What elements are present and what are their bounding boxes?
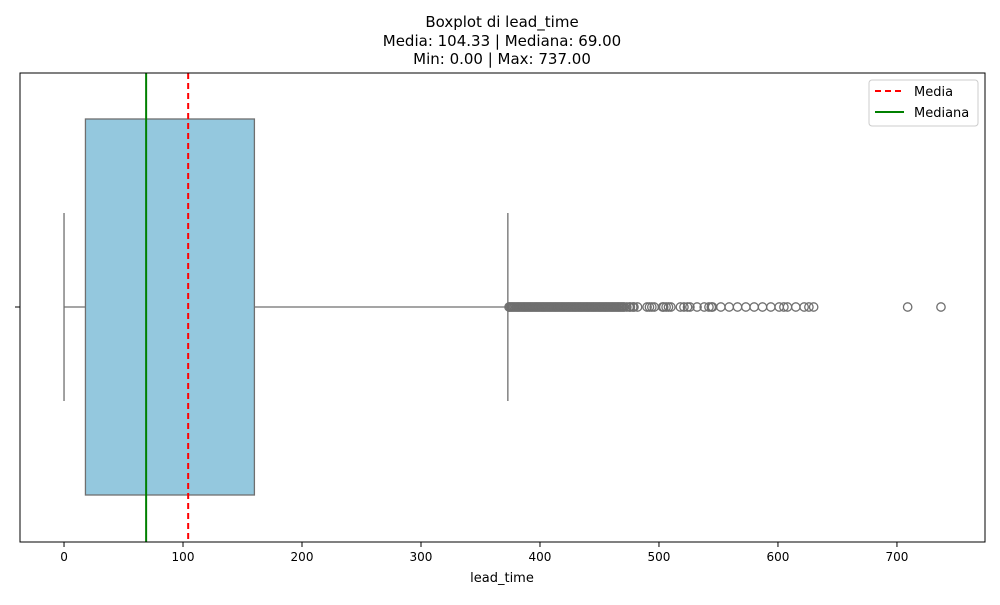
outlier-point <box>765 302 776 312</box>
outlier-point <box>724 302 735 312</box>
outlier-point <box>804 302 814 312</box>
outlier-point <box>936 302 946 312</box>
outlier-point <box>757 302 768 312</box>
x-tick-label: 600 <box>767 550 790 564</box>
outlier-point <box>666 302 676 312</box>
outlier-point <box>779 302 789 312</box>
chart-title-line-1: Boxplot di lead_time <box>425 13 578 32</box>
reference-lines <box>145 73 190 542</box>
outlier-point <box>799 302 809 312</box>
x-tick-label: 500 <box>648 550 671 564</box>
outlier-point <box>732 302 743 312</box>
outlier-point <box>740 302 751 312</box>
chart-title-line-2: Media: 104.33 | Mediana: 69.00 <box>383 32 621 50</box>
plot-area <box>63 118 946 496</box>
x-axis-label: lead_time <box>470 571 534 586</box>
outlier-point <box>629 302 639 312</box>
x-tick-label: 100 <box>172 550 195 564</box>
x-tick-label: 700 <box>885 550 908 564</box>
iqr-box <box>84 118 256 496</box>
x-axis: 0 100 200 300 400 500 600 700 <box>15 306 908 564</box>
x-tick-label: 0 <box>60 550 68 564</box>
x-tick-label: 300 <box>410 550 433 564</box>
outlier-point <box>808 302 819 312</box>
chart-title-line-3: Min: 0.00 | Max: 737.00 <box>413 50 591 68</box>
x-tick-label: 200 <box>291 550 314 564</box>
outlier-point <box>675 302 686 312</box>
outlier-point <box>692 302 702 312</box>
outlier-point <box>632 302 643 312</box>
outlier-point <box>749 302 760 312</box>
plot-frame <box>19 72 986 543</box>
outlier-point <box>715 302 726 312</box>
outlier-point <box>679 302 689 312</box>
outlier-point <box>902 302 913 312</box>
outlier-point <box>685 302 695 312</box>
legend-media-label: Media <box>914 85 953 100</box>
outlier-point <box>790 302 801 312</box>
legend-mediana-label: Mediana <box>914 106 969 121</box>
legend: Media Mediana <box>868 79 979 127</box>
x-tick-label: 400 <box>529 550 552 564</box>
